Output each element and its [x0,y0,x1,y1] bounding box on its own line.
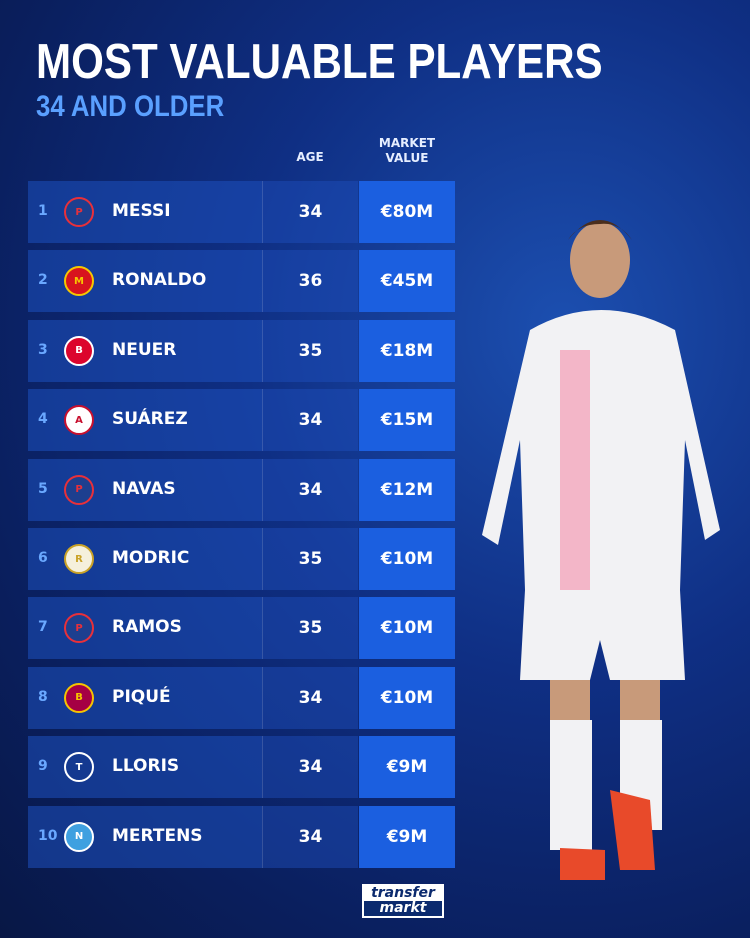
table-row: 2 M RONALDO 36 €45M [28,250,455,313]
rank: 4 [38,411,48,428]
atletico-crest-icon: A [64,405,94,436]
player-name: MERTENS [112,825,203,846]
player-name: RAMOS [112,617,182,638]
market-value-cell: €80M [359,181,455,243]
logo-line2: markt [364,901,442,916]
market-value-header-line2: VALUE [385,151,429,165]
player-name: RONALDO [112,270,207,291]
table-row: 4 A SUÁREZ 34 €15M [28,389,455,452]
market-value-cell: €15M [359,389,455,452]
table-row: 10 N MERTENS 34 €9M [28,805,455,868]
age-cell: 36 [262,250,358,313]
age-cell: 34 [262,805,358,868]
rank: 2 [38,272,48,289]
player-cell: 5 P NAVAS [28,458,262,521]
real-madrid-crest-icon: R [64,544,94,574]
player-cell: 1 P MESSI [28,181,262,243]
age-cell: 34 [262,666,358,729]
age-cell: 35 [262,319,358,382]
bayern-crest-icon: B [64,335,94,366]
table-row: 9 T LLORIS 34 €9M [28,736,455,799]
rank: 5 [38,480,48,497]
player-cell: 7 P RAMOS [28,597,262,660]
player-name: MESSI [112,201,171,221]
page-subtitle: 34 AND OLDER [36,90,225,123]
table-row: 3 B NEUER 35 €18M [28,319,455,382]
market-value-header-line1: MARKET [378,136,436,150]
player-cell: 8 B PIQUÉ [28,666,262,729]
player-name: SUÁREZ [112,409,188,430]
napoli-crest-icon: N [64,821,94,852]
player-photo [482,220,720,880]
table-row: 6 R MODRIC 35 €10M [28,528,455,590]
player-cell: 4 A SUÁREZ [28,389,262,452]
market-value-cell: €12M [359,458,455,521]
rank: 7 [38,619,48,636]
player-cell: 3 B NEUER [28,319,262,382]
age-cell: 34 [262,389,358,452]
table-row: 1 P MESSI 34 €80M [28,181,455,243]
rank: 6 [38,550,48,566]
player-cell: 9 T LLORIS [28,736,262,799]
table-row: 7 P RAMOS 35 €10M [28,597,455,660]
rank: 10 [38,827,58,844]
age-cell: 34 [262,736,358,799]
rank: 1 [38,203,48,219]
player-cell: 2 M RONALDO [28,250,262,313]
age-header: AGE [296,150,324,164]
player-name: PIQUÉ [112,686,171,707]
market-value-header: MARKET VALUE [359,136,455,166]
player-cell: 10 N MERTENS [28,805,262,868]
rank: 8 [38,688,48,705]
manchester-united-crest-icon: M [64,266,94,297]
psg-crest-icon: P [64,613,94,644]
logo-line1: transfer [371,885,435,901]
age-cell: 34 [262,458,358,521]
market-value-cell: €18M [359,319,455,382]
table-row: 8 B PIQUÉ 34 €10M [28,666,455,729]
table-row: 5 P NAVAS 34 €12M [28,458,455,521]
rank: 9 [38,758,48,775]
market-value-cell: €45M [359,250,455,313]
page-title: MOST VALUABLE PLAYERS [36,35,603,89]
player-name: NEUER [112,339,177,360]
player-cell: 6 R MODRIC [28,528,262,590]
barcelona-crest-icon: B [64,682,94,713]
market-value-cell: €10M [359,528,455,590]
player-name: MODRIC [112,548,190,568]
age-cell: 34 [262,181,358,243]
market-value-cell: €10M [359,666,455,729]
age-cell: 35 [262,597,358,660]
age-cell: 35 [262,528,358,590]
market-value-cell: €9M [359,736,455,799]
player-name: NAVAS [112,478,176,499]
tottenham-crest-icon: T [64,752,94,783]
market-value-cell: €10M [359,597,455,660]
market-value-cell: €9M [359,805,455,868]
rank: 3 [38,341,48,358]
transfermarkt-logo: transfer markt [362,884,444,918]
psg-crest-icon: P [64,474,94,505]
psg-crest-icon: P [64,197,94,227]
player-name: LLORIS [112,756,180,777]
